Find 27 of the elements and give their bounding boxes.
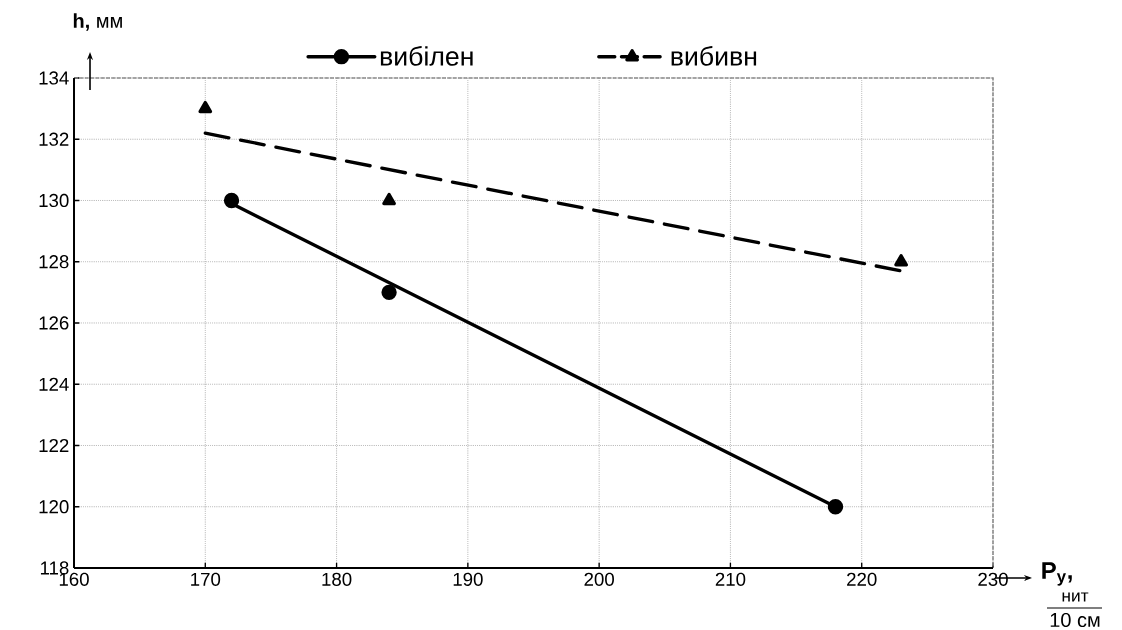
- y-tick-label: 134: [39, 71, 69, 85]
- x-tick-label: 220: [847, 572, 877, 586]
- x-tick-label: 200: [584, 572, 614, 586]
- y-tick-label: 122: [39, 438, 69, 452]
- point: [894, 254, 908, 267]
- y-tick-label: 132: [39, 132, 69, 146]
- text: нит: [1062, 592, 1089, 602]
- legend-label: вибивн: [671, 45, 757, 66]
- point: [827, 499, 844, 515]
- y-tick-label: 130: [39, 193, 69, 208]
- x-axis-title: P$_{y}$,: [1042, 562, 1072, 586]
- x-tick-label: 170: [191, 572, 221, 586]
- x-tick-label: 180: [322, 572, 352, 586]
- x-tick-label: 230: [978, 572, 1008, 586]
- point: [223, 192, 240, 209]
- point: [381, 284, 397, 301]
- y-tick-label: 128: [39, 255, 69, 269]
- x-tick-label: 210: [715, 572, 746, 586]
- y-tick-label: 124: [39, 377, 69, 391]
- x-tick-label: 190: [453, 572, 483, 586]
- y-axis-title: h, мм: [73, 13, 122, 31]
- y-tick-label: 120: [39, 500, 69, 514]
- text: 10 см: [1050, 612, 1100, 628]
- point: [198, 100, 213, 114]
- point: [382, 192, 396, 206]
- legend-label: вибілен: [380, 45, 473, 66]
- y-tick-label: 126: [39, 316, 69, 330]
